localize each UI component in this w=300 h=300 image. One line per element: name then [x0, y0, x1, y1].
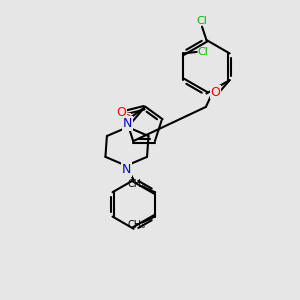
Text: Cl: Cl: [196, 16, 208, 26]
Text: N: N: [123, 117, 132, 130]
Text: O: O: [211, 85, 220, 98]
Text: O: O: [121, 113, 131, 126]
Text: Cl: Cl: [198, 47, 209, 57]
Text: CH₃: CH₃: [128, 220, 146, 230]
Text: N: N: [122, 163, 131, 176]
Text: CH₃: CH₃: [128, 179, 146, 189]
Text: O: O: [116, 106, 126, 119]
